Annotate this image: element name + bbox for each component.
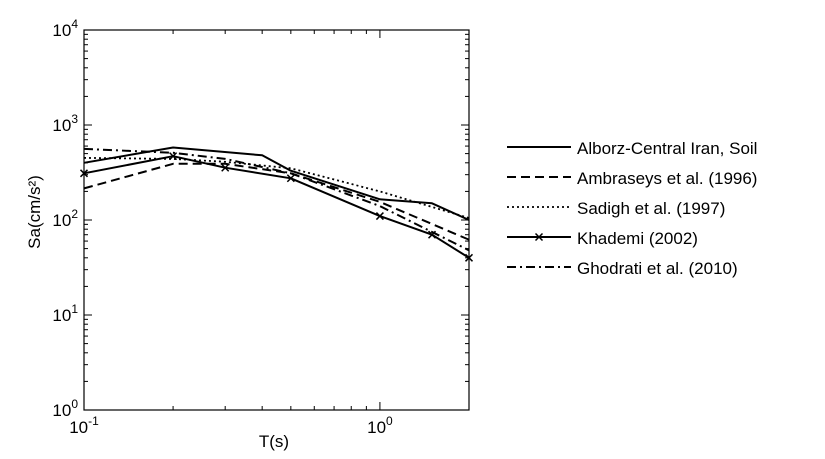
x-tick-label: 10-1	[69, 414, 99, 437]
y-tick-label: 102	[52, 207, 78, 230]
legend-item: Ambraseys et al. (1996)	[505, 163, 820, 193]
data-series	[79, 146, 474, 262]
legend-swatch	[507, 146, 571, 148]
axes	[83, 29, 470, 411]
x-marker-point	[286, 174, 295, 183]
legend-label: Ambraseys et al. (1996)	[577, 169, 758, 188]
legend-item: Ghodrati et al. (2010)	[505, 253, 820, 283]
plot-frame	[83, 29, 470, 411]
x-marker-point	[375, 212, 384, 221]
series-line-0	[83, 146, 470, 221]
y-tick-label: 100	[52, 397, 78, 420]
legend-swatch	[507, 206, 571, 208]
series-line-1	[83, 162, 470, 241]
y-tick-label: 104	[52, 17, 78, 40]
x-marker-point	[79, 169, 89, 178]
legend-item: Alborz-Central Iran, Soil	[505, 133, 820, 163]
legend-swatch	[507, 176, 571, 178]
legend-label: Alborz-Central Iran, Soil	[577, 139, 758, 158]
x-marker-point	[464, 253, 474, 262]
x-tick-label: 100	[367, 414, 393, 437]
y-tick-label: 103	[52, 112, 78, 135]
x-axis-label: T(s)	[259, 432, 289, 451]
y-tick-label: 101	[52, 302, 78, 325]
legend-item: Sadigh et al. (1997)	[505, 193, 820, 223]
series-line-4	[83, 147, 470, 252]
legend-swatch	[507, 266, 571, 268]
legend-swatch	[507, 232, 571, 242]
series-line-2	[83, 157, 470, 219]
x-marker-point	[169, 152, 178, 161]
legend-label: Ghodrati et al. (2010)	[577, 259, 738, 278]
legend-label: Khademi (2002)	[577, 229, 698, 248]
legend: Alborz-Central Iran, Soil Ambraseys et a…	[505, 133, 820, 283]
legend-item: Khademi (2002)	[505, 223, 820, 253]
x-marker-point	[534, 232, 544, 242]
x-marker-point	[221, 163, 230, 172]
y-axis-label: Sa(cm/s²)	[25, 175, 44, 249]
legend-label: Sadigh et al. (1997)	[577, 199, 726, 218]
